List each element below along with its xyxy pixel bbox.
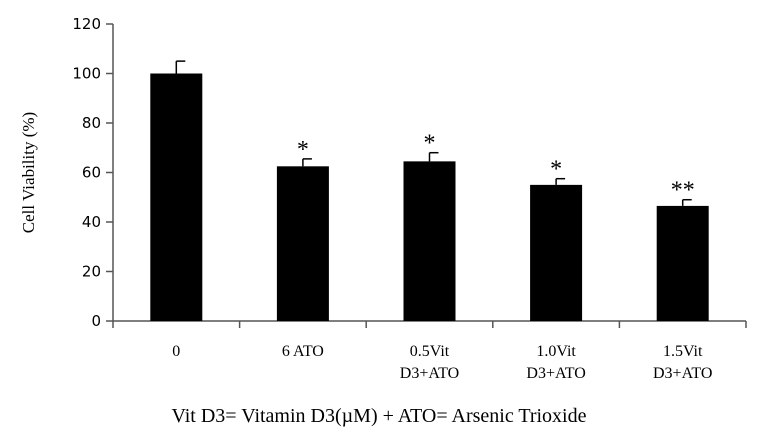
y-axis-label: Cell Viability (%) bbox=[19, 112, 38, 233]
y-tick-label: 60 bbox=[82, 164, 101, 182]
bar bbox=[403, 161, 456, 321]
x-tick-label: D3+ATO bbox=[526, 365, 585, 382]
bar bbox=[530, 184, 583, 321]
bar bbox=[150, 73, 203, 321]
y-tick-label: 80 bbox=[82, 114, 101, 132]
y-tick-label: 20 bbox=[82, 263, 101, 281]
bar bbox=[656, 205, 709, 321]
bar bbox=[276, 166, 329, 321]
y-tick-label: 0 bbox=[91, 312, 101, 330]
y-tick-label: 40 bbox=[82, 213, 101, 231]
y-tick-label: 100 bbox=[72, 65, 101, 83]
chart-footnote: Vit D3= Vitamin D3(µM) + ATO= Arsenic Tr… bbox=[171, 405, 587, 427]
x-tick-label: 1.5Vit bbox=[663, 343, 703, 360]
x-tick-label: D3+ATO bbox=[653, 365, 712, 382]
x-tick-label: 0 bbox=[172, 343, 180, 360]
significance-marker: * bbox=[424, 131, 436, 157]
significance-marker: * bbox=[550, 157, 562, 183]
y-tick-label: 120 bbox=[72, 15, 101, 33]
x-tick-label: D3+ATO bbox=[400, 365, 459, 382]
x-tick-label: 0.5Vit bbox=[410, 343, 450, 360]
significance-marker: ** bbox=[671, 178, 695, 204]
x-tick-label: 6 ATO bbox=[282, 343, 324, 360]
bar-chart: 0 20 40 60 80 100 120 Cell Viability (%) 0 * 6 ATO… bbox=[19, 15, 747, 382]
significance-marker: * bbox=[297, 137, 309, 163]
x-tick-label: 1.0Vit bbox=[536, 343, 576, 360]
